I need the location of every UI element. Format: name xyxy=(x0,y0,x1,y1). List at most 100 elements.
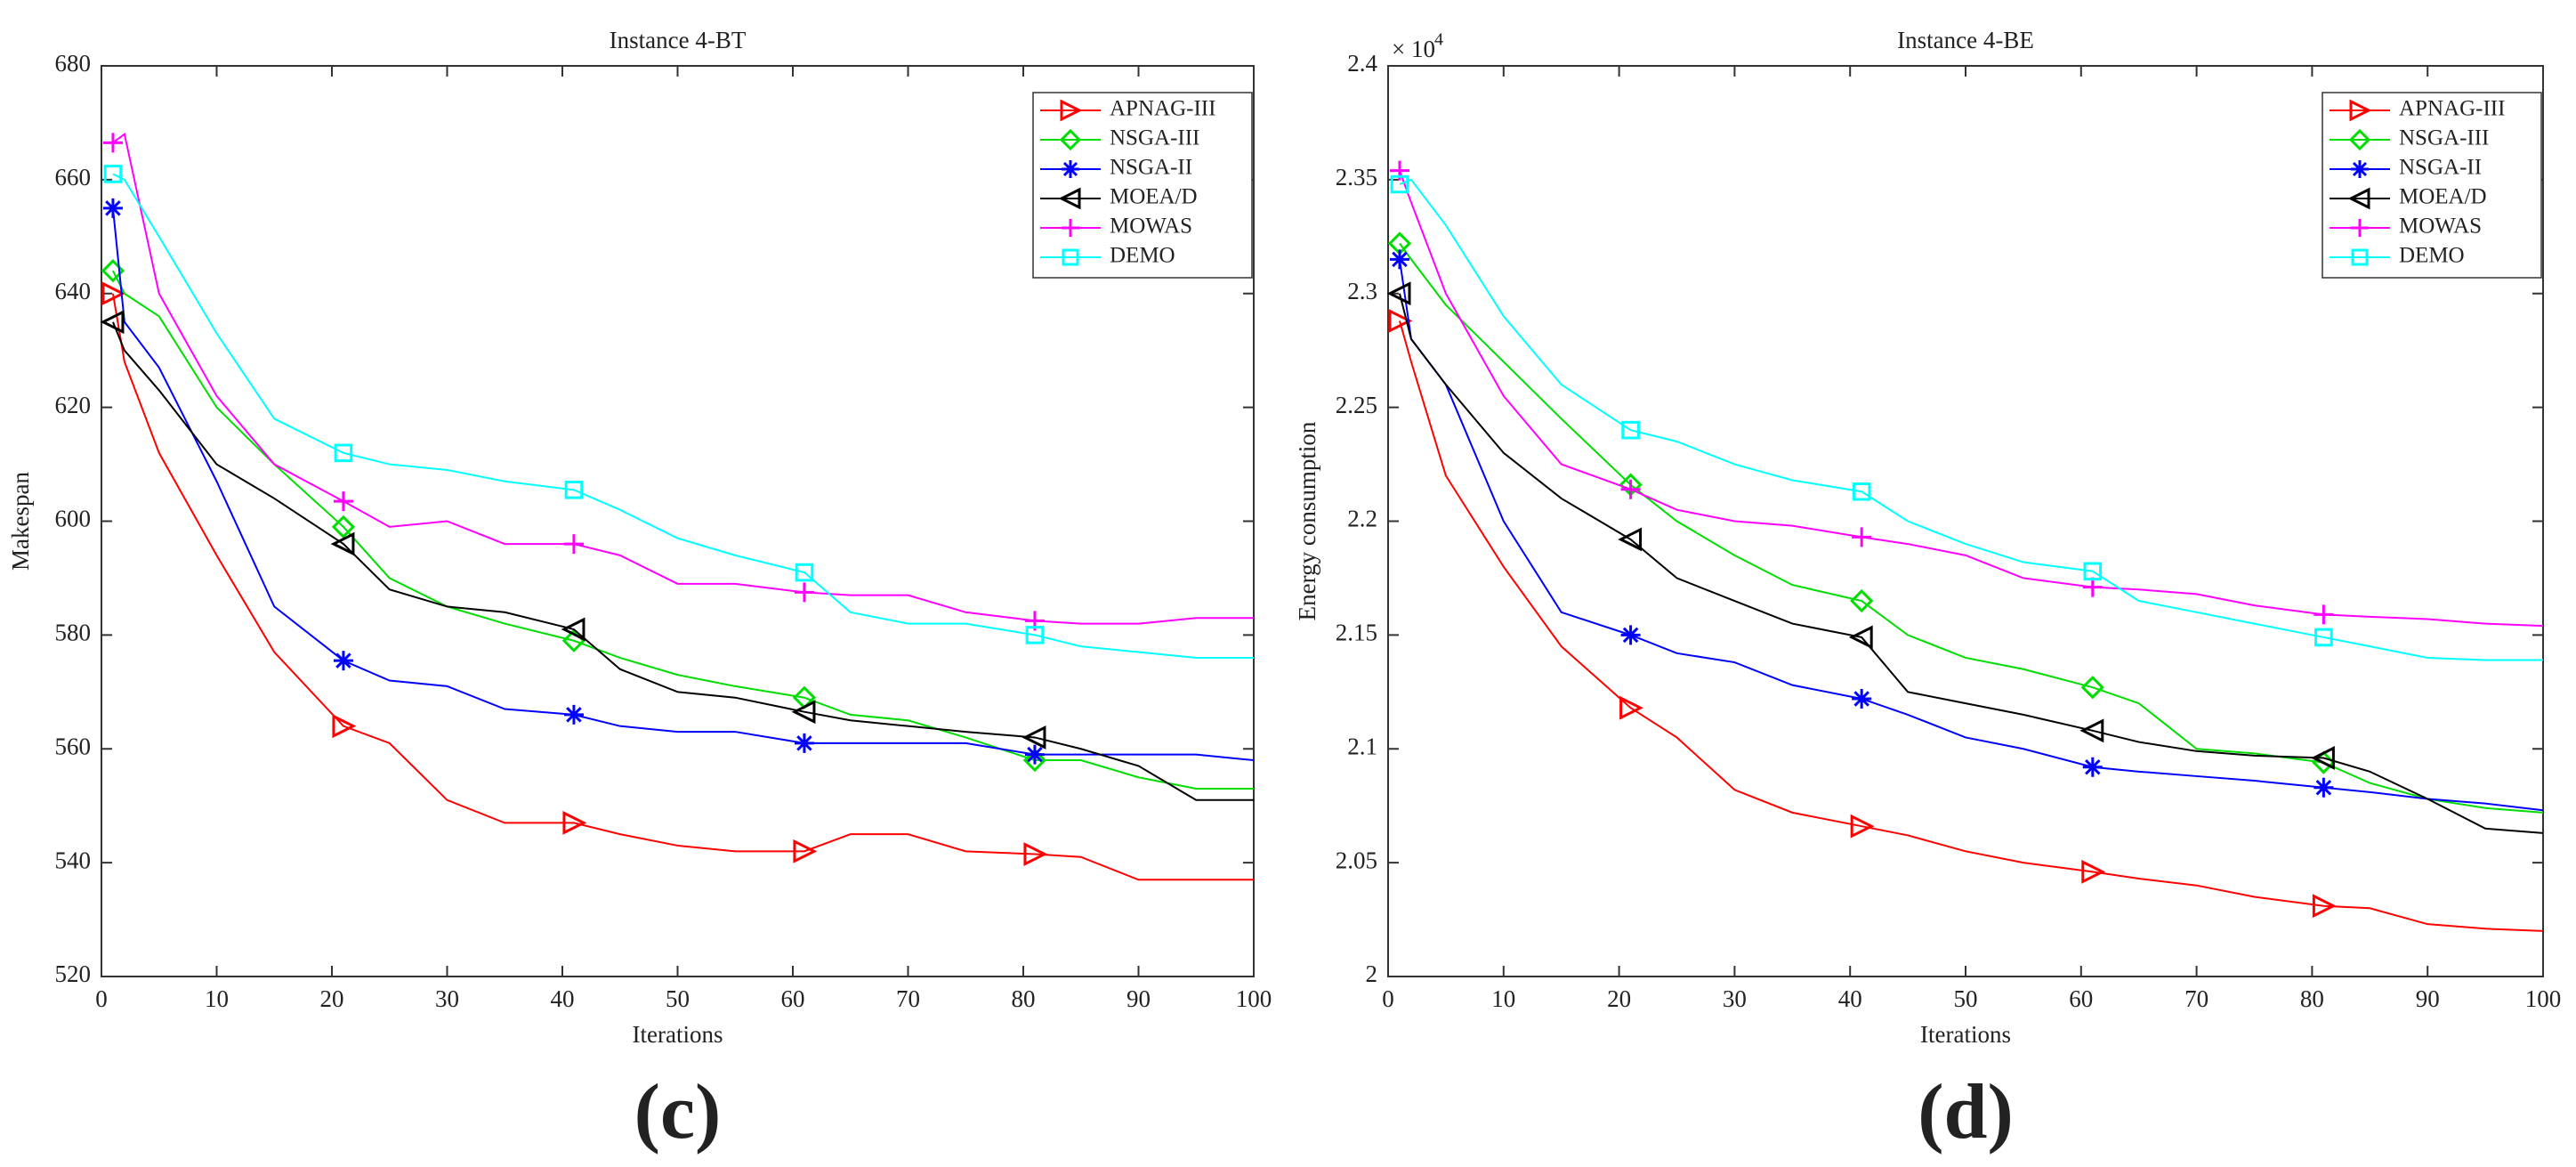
series-marker xyxy=(2082,757,2103,777)
series-marker xyxy=(2312,894,2337,919)
x-tick-label: 60 xyxy=(2069,985,2093,1012)
series-line xyxy=(111,207,1255,762)
series-marker xyxy=(334,443,353,463)
legend-marker xyxy=(1058,187,1081,210)
y-tick-label: 2 xyxy=(1366,960,1378,987)
series-line xyxy=(1399,242,2544,814)
series-marker xyxy=(1621,420,1640,440)
legend-marker xyxy=(2347,187,2370,210)
x-tick-label: 40 xyxy=(551,985,575,1012)
series-marker xyxy=(2314,604,2334,625)
legend-marker xyxy=(2349,99,2372,122)
y-tick-label: 560 xyxy=(55,733,92,759)
legend-marker xyxy=(1062,248,1079,266)
series-marker xyxy=(564,481,584,499)
y-multiplier: × 10 xyxy=(1392,36,1435,62)
legend-label: NSGA-II xyxy=(2399,156,2482,180)
legend-marker xyxy=(2348,128,2371,151)
legend-label: NSGA-III xyxy=(2399,126,2489,150)
series-marker xyxy=(331,515,356,539)
series-marker xyxy=(2314,628,2333,647)
series-marker xyxy=(333,491,353,512)
legend-label: MOEA/D xyxy=(2399,185,2487,209)
series-marker xyxy=(1022,725,1046,750)
x-tick-label: 10 xyxy=(1491,985,1515,1012)
x-axis-label: Iterations xyxy=(633,1021,723,1048)
x-tick-label: 20 xyxy=(320,985,344,1012)
series-marker xyxy=(1620,479,1641,499)
series-marker xyxy=(1390,174,1409,194)
legend-marker xyxy=(2351,248,2369,266)
series-marker xyxy=(2081,859,2106,884)
series-line xyxy=(1399,170,2544,628)
series-line xyxy=(112,321,1254,801)
legend-label: MOEA/D xyxy=(1110,185,1198,209)
legend-label: NSGA-III xyxy=(1110,126,1199,150)
x-tick-label: 20 xyxy=(1607,985,1631,1012)
series-marker xyxy=(794,582,814,603)
y-tick-label: 2.3 xyxy=(1347,278,1377,304)
series-marker xyxy=(2082,577,2103,597)
series-marker xyxy=(1618,527,1643,552)
series-marker xyxy=(330,531,355,556)
series-line xyxy=(1399,320,2544,932)
y-tick-label: 660 xyxy=(55,164,92,190)
panel-label: (d) xyxy=(1918,1069,2014,1155)
y-tick-label: 580 xyxy=(55,620,92,646)
chart-title: Instance 4-BT xyxy=(610,27,747,53)
legend-box xyxy=(2322,92,2542,279)
series-marker xyxy=(102,133,123,153)
legend-marker xyxy=(1062,219,1079,237)
series-line xyxy=(111,293,1254,881)
y-axis-label: Makespan xyxy=(7,472,34,571)
y-tick-label: 2.4 xyxy=(1347,50,1377,77)
series-line xyxy=(112,270,1254,790)
series-marker xyxy=(333,651,353,671)
y-multiplier-exponent: 4 xyxy=(1434,30,1443,50)
series-marker xyxy=(1850,588,1874,613)
x-tick-label: 10 xyxy=(205,985,229,1012)
series-marker xyxy=(563,534,584,555)
series-marker xyxy=(1022,748,1047,773)
legend-marker xyxy=(1062,160,1079,178)
y-axis-label: Energy consumption xyxy=(1294,421,1320,620)
x-tick-label: 60 xyxy=(781,985,805,1012)
x-tick-label: 30 xyxy=(1723,985,1747,1012)
series-marker xyxy=(563,704,584,725)
series-marker xyxy=(100,310,125,335)
series-marker xyxy=(795,563,814,582)
x-tick-label: 50 xyxy=(1954,985,1978,1012)
y-tick-label: 620 xyxy=(55,392,92,418)
series-marker xyxy=(1386,281,1411,306)
series-marker xyxy=(562,810,587,835)
legend-label: DEMO xyxy=(2399,244,2465,268)
series-marker xyxy=(103,165,123,183)
series-marker xyxy=(2079,718,2104,743)
series-marker xyxy=(793,839,818,863)
y-tick-label: 2.1 xyxy=(1347,733,1377,759)
y-tick-label: 540 xyxy=(55,847,92,873)
legend-label: DEMO xyxy=(1110,244,1175,268)
y-tick-label: 2.15 xyxy=(1336,620,1377,646)
legend-label: APNAG-III xyxy=(1110,97,1215,121)
series-line xyxy=(1399,293,2544,834)
series-marker xyxy=(1024,744,1045,765)
series-marker xyxy=(1389,249,1409,270)
legend-marker xyxy=(1059,128,1082,151)
y-tick-label: 680 xyxy=(55,50,92,77)
series-line xyxy=(112,173,1254,659)
series-marker xyxy=(2080,676,2104,700)
x-tick-label: 100 xyxy=(2525,985,2562,1012)
legend-marker xyxy=(2351,160,2369,178)
x-tick-label: 80 xyxy=(1012,985,1036,1012)
series-marker xyxy=(102,198,123,218)
series-marker xyxy=(1388,309,1413,333)
x-tick-label: 40 xyxy=(1838,985,1862,1012)
series-marker xyxy=(1023,842,1048,866)
legend-label: MOWAS xyxy=(2399,215,2482,239)
series-line xyxy=(1399,178,2543,661)
series-marker xyxy=(1852,688,1872,709)
x-tick-label: 90 xyxy=(1126,985,1151,1012)
series-line xyxy=(112,132,1254,625)
